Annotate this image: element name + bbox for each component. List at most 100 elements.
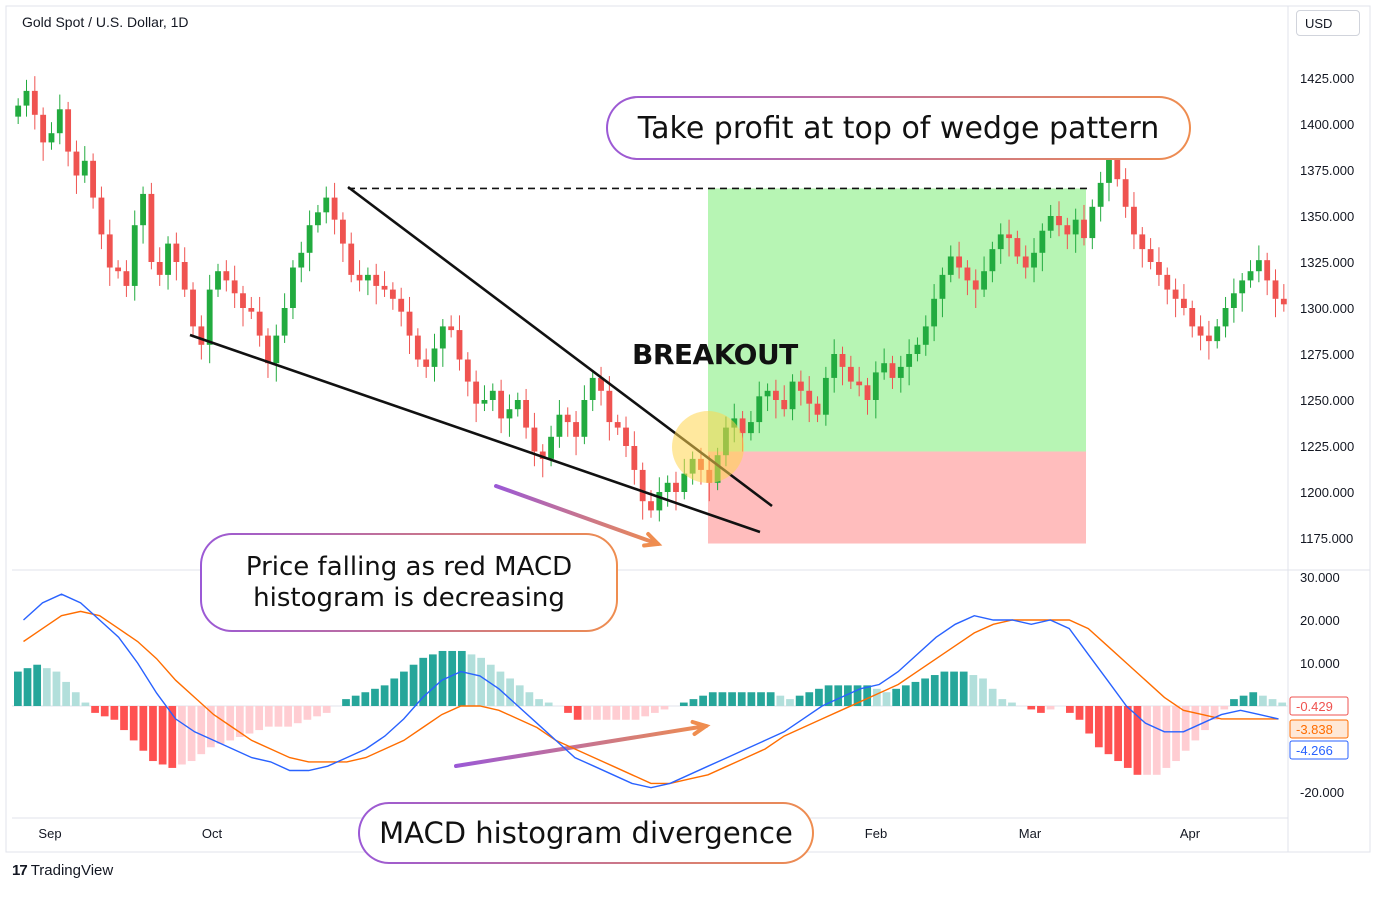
histogram-bar [23, 668, 32, 706]
candle-body [872, 372, 879, 400]
candle-body [614, 422, 621, 428]
candle-body [290, 267, 296, 308]
candle-body [106, 234, 113, 268]
candle-body [1147, 249, 1154, 262]
histogram-bar [14, 671, 22, 706]
histogram-bar [757, 692, 765, 706]
candle-body [556, 414, 563, 437]
histogram-bar [612, 706, 621, 720]
candle-body [756, 396, 763, 423]
histogram-bar [477, 657, 485, 706]
histogram-bar [409, 664, 418, 706]
candle-body [847, 366, 854, 382]
histogram-bar [815, 688, 823, 706]
candle-body [48, 133, 55, 143]
candle-body [1114, 151, 1121, 180]
histogram-bar [42, 668, 51, 706]
histogram-bar [303, 706, 312, 720]
candle-body [448, 326, 455, 331]
histogram-bar [525, 692, 534, 706]
candle-body [23, 90, 30, 106]
candle-body [856, 381, 863, 386]
histogram-bar [747, 692, 756, 706]
candle-body [956, 256, 963, 268]
candle-body [15, 105, 22, 117]
histogram-bar [351, 695, 360, 706]
candle-body [606, 390, 613, 423]
take-profit-text: Take profit at top of wedge pattern [608, 98, 1189, 158]
candle-body [364, 274, 371, 281]
histogram-bar [235, 706, 244, 737]
histogram-bar [901, 685, 910, 706]
candle-body [398, 298, 405, 312]
candle-body [156, 262, 163, 275]
histogram-bar [457, 650, 466, 706]
candle-body [573, 422, 579, 437]
histogram-bar [853, 685, 862, 706]
candle-body [1222, 308, 1229, 327]
candle-body [1097, 182, 1104, 207]
price-tick-label: 1225.000 [1300, 439, 1354, 454]
candle-body [131, 225, 138, 286]
histogram-bar [544, 702, 553, 706]
histogram-bar [795, 695, 804, 706]
macd-last-value-box [1289, 740, 1349, 760]
candle-body [115, 267, 121, 272]
candle-body [215, 271, 221, 290]
price-tick-label: 1325.000 [1300, 255, 1354, 270]
candle-body [889, 363, 896, 378]
histogram-bar [1230, 699, 1238, 706]
candle-body [1230, 293, 1237, 308]
histogram-bar [1268, 699, 1277, 706]
candle-body [1006, 234, 1012, 239]
candle-body [1072, 219, 1079, 235]
candle-body [589, 377, 596, 400]
histogram-bar [486, 664, 495, 706]
candle-body [381, 285, 388, 290]
histogram-bar [390, 678, 399, 706]
candle-body [206, 289, 213, 345]
histogram-bar [718, 692, 727, 706]
candle-body [489, 390, 496, 400]
currency-button[interactable]: USD [1296, 10, 1360, 36]
candle-body [173, 243, 180, 262]
histogram-bar [1104, 706, 1113, 755]
histogram-bar [766, 692, 775, 706]
histogram-bar [708, 692, 717, 706]
histogram-bar [129, 706, 138, 741]
histogram-bar [776, 695, 785, 706]
histogram-bar [207, 706, 215, 748]
candle-body [1181, 298, 1187, 308]
tradingview-logo[interactable]: 17 TradingView [12, 862, 113, 879]
histogram-bar [622, 706, 630, 720]
histogram-bar [33, 664, 42, 706]
candle-body [764, 390, 771, 397]
candle-body [456, 330, 463, 360]
candle-body [81, 160, 88, 176]
candle-body [673, 482, 679, 492]
candle-body [273, 335, 280, 364]
histogram-bar [62, 681, 70, 706]
candle-body [1214, 326, 1221, 342]
histogram-bar [1143, 706, 1151, 775]
histogram-bar [81, 702, 90, 706]
candle-body [1122, 179, 1129, 207]
candle-body [947, 256, 954, 275]
candle-body [1172, 289, 1179, 299]
histogram-bar [1210, 706, 1219, 720]
macd-divergence-text: MACD histogram divergence [360, 804, 812, 862]
price-falling-arrow-head [642, 532, 663, 548]
histogram-bar [419, 657, 428, 706]
candle-body [564, 414, 571, 423]
histogram-bar [1133, 706, 1142, 775]
price-tick-label: 1300.000 [1300, 301, 1354, 316]
candle-body [864, 385, 871, 400]
candle-body [1255, 260, 1262, 272]
candle-body [1139, 234, 1146, 250]
candle-body [631, 446, 638, 470]
candle-body [31, 90, 38, 115]
price-falling-arrow [494, 484, 660, 546]
candle-body [1189, 308, 1196, 327]
histogram-bar [187, 706, 196, 762]
